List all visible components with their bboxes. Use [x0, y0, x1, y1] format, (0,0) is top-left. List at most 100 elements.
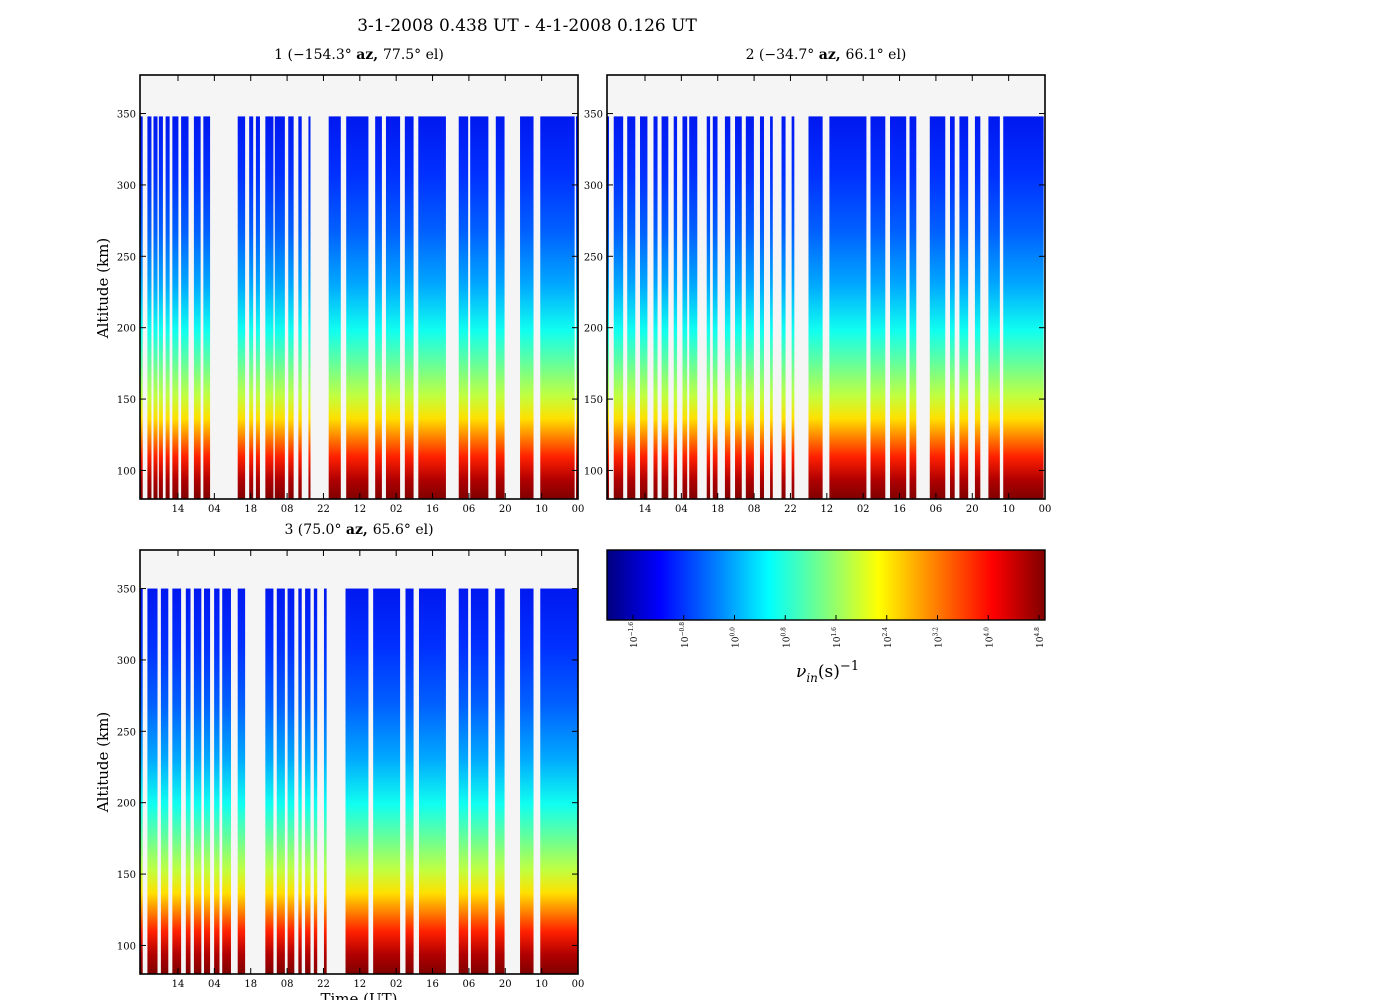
x-tick-label: 12	[353, 504, 366, 515]
y-tick-label: 150	[584, 395, 603, 406]
x-tick-label: 06	[463, 979, 476, 990]
panel-title-prefix: 2 (	[746, 47, 765, 63]
data-column-3	[158, 116, 163, 500]
x-tick-label: 20	[966, 504, 979, 515]
colorbar-tick-label: 10−0.8	[679, 622, 691, 648]
panel-title-el-unit: el)	[426, 47, 444, 63]
y-tick-label: 150	[117, 870, 136, 881]
data-column-12	[287, 588, 295, 974]
data-column-1	[147, 588, 158, 974]
plot-frame	[139, 74, 579, 500]
data-column-19	[375, 116, 382, 500]
data-column-11	[255, 116, 260, 500]
panel-title-az: −34.7°	[764, 47, 818, 63]
data-column-28	[575, 116, 578, 500]
colorbar-tick-base: 10	[630, 636, 640, 648]
panel-title-az-unit: az,	[346, 522, 373, 538]
colorbar-label-symbol: ν	[796, 662, 806, 682]
x-tick-label: 14	[639, 504, 652, 515]
plot-frame	[606, 74, 1046, 500]
x-axis-label: Time (UT)	[320, 990, 397, 1000]
x-tick-label: 14	[172, 979, 185, 990]
x-tick-label: 00	[572, 979, 585, 990]
x-tick-label: 12	[353, 979, 366, 990]
colorbar-label-sub: in	[806, 671, 818, 685]
data-column-8	[222, 588, 231, 974]
colorbar-tick-label: 10−1.6	[628, 622, 640, 648]
data-column-19	[405, 588, 414, 974]
data-column-2	[160, 588, 169, 974]
data-column-8	[689, 116, 698, 500]
data-column-15	[770, 116, 773, 500]
y-tick-label: 150	[117, 395, 136, 406]
colorbar-gradient	[606, 549, 1046, 621]
colorbar-tick-label: 100.8	[780, 627, 792, 648]
x-tick-label: 02	[857, 504, 870, 515]
colorbar-tick-exp: 3.2	[933, 627, 940, 637]
colorbar-tick-label: 100.0	[730, 627, 742, 648]
data-column-0	[140, 588, 143, 974]
data-column-9	[237, 588, 246, 974]
data-column-4	[185, 588, 191, 974]
panel-title-az: −154.3°	[293, 47, 356, 63]
data-column-4	[653, 116, 658, 500]
panel-title: 2 (−34.7° az, 66.1° el)	[746, 47, 907, 63]
data-column-21	[404, 116, 414, 500]
x-tick-label: 04	[208, 979, 221, 990]
data-column-10	[265, 588, 274, 974]
data-column-12	[735, 116, 742, 500]
data-column-14	[759, 116, 765, 500]
colorbar-tick-exp: −0.8	[679, 622, 686, 637]
data-column-2	[153, 116, 158, 500]
data-column-3	[640, 116, 648, 500]
colorbar-label-unit: (s)	[818, 662, 840, 682]
data-column-27	[988, 116, 1000, 500]
data-column-23	[495, 588, 505, 974]
x-tick-label: 18	[244, 979, 257, 990]
data-column-13	[274, 116, 285, 500]
data-column-20	[385, 116, 401, 500]
data-column-0	[607, 116, 610, 500]
x-tick-label: 16	[426, 979, 439, 990]
colorbar-tick-exp: 1.6	[831, 627, 838, 637]
x-tick-label: 16	[893, 504, 906, 515]
x-tick-label: 20	[499, 504, 512, 515]
data-column-10	[712, 116, 718, 500]
colorbar-tick-base: 10	[935, 636, 945, 648]
x-tick-label: 10	[535, 979, 548, 990]
x-tick-label: 08	[281, 979, 294, 990]
data-column-5	[193, 588, 202, 974]
data-column-18	[808, 116, 823, 500]
x-tick-label: 08	[281, 504, 294, 515]
colorbar: 10−1.610−0.8100.0100.8101.6102.4103.2104…	[606, 549, 1046, 685]
data-column-15	[298, 116, 302, 500]
colorbar-label-sup: −1	[840, 659, 859, 674]
data-column-14	[305, 588, 311, 974]
x-tick-label: 00	[572, 504, 585, 515]
data-column-16	[323, 588, 327, 974]
data-column-22	[418, 116, 446, 500]
data-column-9	[706, 116, 711, 500]
data-column-24	[470, 116, 489, 500]
data-column-24	[520, 588, 534, 974]
y-tick-label: 300	[117, 181, 136, 192]
data-column-11	[276, 588, 285, 974]
panel-title: 1 (−154.3° az, 77.5° el)	[274, 47, 444, 63]
data-column-5	[172, 116, 179, 500]
data-column-22	[470, 588, 489, 974]
y-tick-label: 250	[584, 252, 603, 263]
colorbar-tick-label: 101.6	[831, 627, 843, 648]
data-column-19	[829, 116, 867, 500]
x-tick-label: 04	[208, 504, 221, 515]
data-column-28	[1003, 116, 1044, 500]
x-tick-label: 12	[820, 504, 833, 515]
y-axis-label: Altitude (km)	[94, 238, 112, 339]
panel-title-az-unit: az,	[356, 47, 383, 63]
data-column-17	[328, 116, 341, 500]
data-column-7	[193, 116, 201, 500]
plot-frame	[139, 549, 579, 975]
colorbar-tick-base: 10	[1036, 636, 1046, 648]
y-tick-label: 350	[117, 110, 136, 121]
y-tick-label: 200	[584, 324, 603, 335]
y-tick-label: 100	[117, 941, 136, 952]
